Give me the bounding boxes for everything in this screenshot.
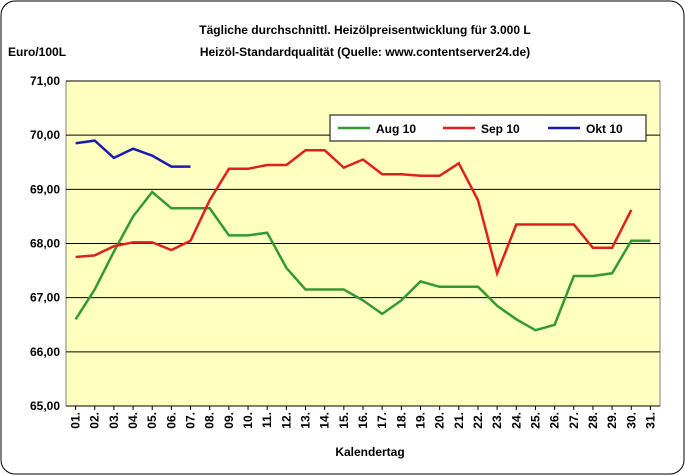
x-tick-label: 08. [203, 412, 217, 429]
x-tick-label: 12. [279, 412, 293, 429]
y-tick-label: 67,00 [30, 291, 60, 305]
x-axis-label: Kalendertag [335, 445, 404, 459]
x-tick-label: 28. [586, 412, 600, 429]
x-tick-label: 27. [567, 412, 581, 429]
x-tick-label: 05. [145, 412, 159, 429]
x-tick-label: 20. [433, 412, 447, 429]
x-tick-label: 24. [509, 412, 523, 429]
x-tick-label: 26. [548, 412, 562, 429]
x-tick-label: 17. [375, 412, 389, 429]
y-tick-label: 68,00 [30, 237, 60, 251]
line-series [74, 190, 651, 332]
y-tick-label: 70,00 [30, 128, 60, 142]
x-tick-label: 06. [164, 412, 178, 429]
x-tick-label: 18. [394, 412, 408, 429]
y-axis-label: Euro/100L [8, 45, 66, 59]
x-tick-label: 14. [318, 412, 332, 429]
x-tick-label: 19. [413, 412, 427, 429]
x-tick-label: 23. [490, 412, 504, 429]
x-tick-label: 03. [107, 412, 121, 429]
x-tick-label: 04. [126, 412, 140, 429]
legend-label: Okt 10 [586, 122, 623, 136]
chart-title: Tägliche durchschnittl. Heizölpreisentwi… [199, 23, 530, 37]
x-tick-label: 25. [528, 412, 542, 429]
x-tick-label: 30. [624, 412, 638, 429]
x-tick-label: 10. [241, 412, 255, 429]
x-tick-label: 02. [88, 412, 102, 429]
y-tick-label: 66,00 [30, 345, 60, 359]
x-tick-label: 09. [222, 412, 236, 429]
x-tick-label: 22. [471, 412, 485, 429]
legend-label: Aug 10 [376, 122, 416, 136]
x-tick-label: 31. [643, 412, 657, 429]
x-tick-label: 01. [69, 412, 83, 429]
x-tick-label: 13. [299, 412, 313, 429]
x-tick-label: 21. [452, 412, 466, 429]
x-tick-label: 15. [337, 412, 351, 429]
x-tick-label: 11. [260, 412, 274, 428]
chart-subtitle: Heizöl-Standardqualität (Quelle: www.con… [200, 45, 530, 59]
legend-label: Sep 10 [481, 122, 520, 136]
x-tick-label: 29. [605, 412, 619, 429]
legend [329, 114, 647, 142]
y-tick-label: 65,00 [30, 399, 60, 413]
x-tick-label: 07. [184, 412, 198, 429]
line-series [75, 139, 191, 168]
y-tick-label: 71,00 [30, 74, 60, 88]
x-tick-label: 16. [356, 412, 370, 429]
y-tick-label: 69,00 [30, 182, 60, 196]
line-series [75, 149, 633, 278]
